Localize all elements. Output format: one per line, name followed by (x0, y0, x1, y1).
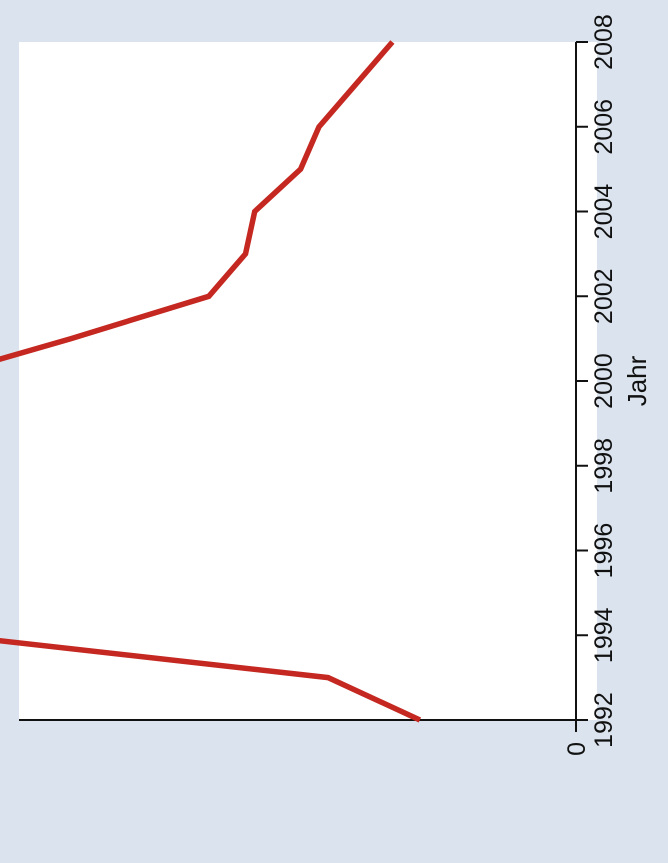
value-tick-label: 0 (563, 742, 591, 756)
year-tick-label: 2002 (590, 268, 618, 324)
year-tick-label: 1998 (590, 438, 618, 494)
series-lines (0, 40, 422, 723)
year-tick-label: 2006 (590, 99, 618, 155)
year-tick-label: 1994 (590, 607, 618, 663)
year-axis-title: Jahr (622, 355, 652, 406)
year-axis-ticks: 1992 1994 1996 1998 2000 2002 2004 2006 2008 (576, 14, 618, 748)
series-line-3 (0, 40, 422, 723)
year-tick-label: 2008 (590, 14, 618, 70)
year-tick-label: 2000 (590, 353, 618, 409)
year-tick-label: 1992 (590, 692, 618, 748)
plot-area (19, 42, 597, 720)
year-tick-label: 2004 (590, 184, 618, 240)
year-tick-label: 1996 (590, 523, 618, 579)
